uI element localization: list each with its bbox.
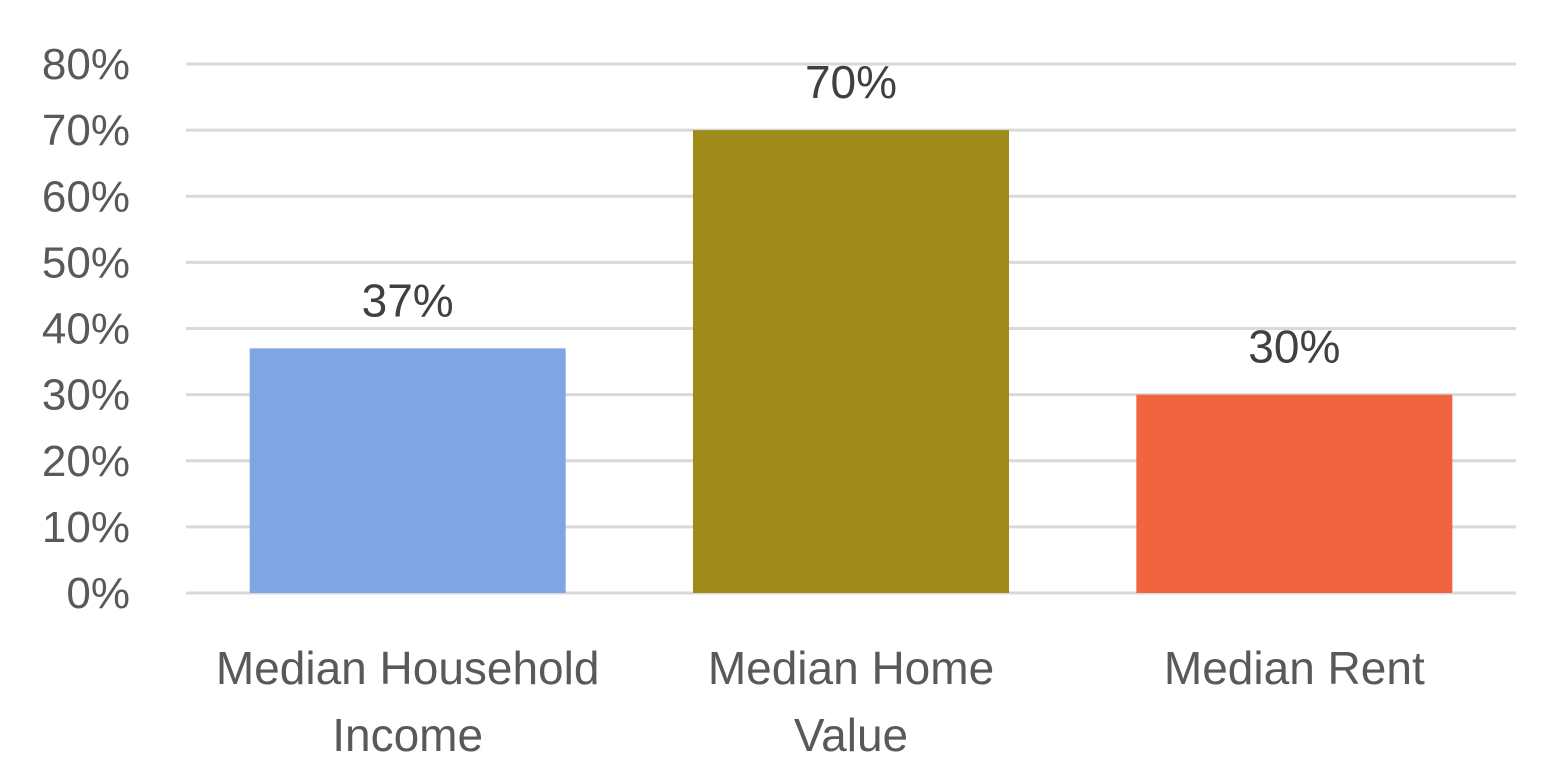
data-label: 70% xyxy=(805,56,897,108)
y-tick-label: 70% xyxy=(42,106,130,155)
x-category-label: Income xyxy=(332,709,483,761)
x-category-label: Median Household xyxy=(216,642,600,694)
x-axis: Median Household Income Median Home Value Me… xyxy=(216,642,1425,761)
y-tick-label: 20% xyxy=(42,437,130,486)
y-axis: 0% 10% 20% 30% 40% 50% 60% 70% 80% xyxy=(42,40,130,618)
data-label: 37% xyxy=(362,274,454,326)
data-labels: 37% 70% 30% xyxy=(362,56,1341,373)
x-category-label: Median Rent xyxy=(1164,642,1425,694)
x-category-label: Value xyxy=(794,709,908,761)
bars xyxy=(249,130,1453,593)
y-tick-label: 10% xyxy=(42,503,130,552)
bar xyxy=(1136,394,1453,593)
y-tick-label: 30% xyxy=(42,371,130,420)
x-category-label: Median Home xyxy=(708,642,994,694)
y-tick-label: 0% xyxy=(66,569,130,618)
y-tick-label: 80% xyxy=(42,40,130,89)
data-label: 30% xyxy=(1248,321,1340,373)
bar xyxy=(249,348,566,593)
y-tick-label: 40% xyxy=(42,305,130,354)
y-tick-label: 50% xyxy=(42,238,130,287)
bar xyxy=(693,130,1009,593)
y-tick-label: 60% xyxy=(42,172,130,221)
